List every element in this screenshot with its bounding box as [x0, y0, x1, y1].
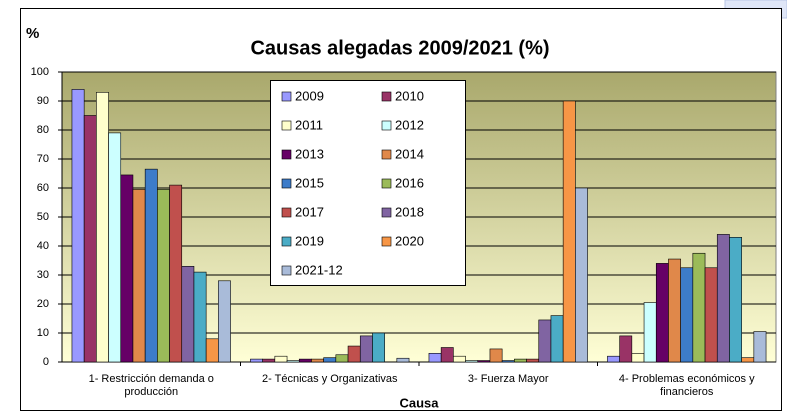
- y-tick-label: 60: [37, 182, 49, 194]
- bar: [311, 358, 324, 363]
- bar: [440, 347, 454, 363]
- legend-swatch: [281, 207, 292, 218]
- legend-box: [270, 80, 466, 286]
- bar: [120, 174, 134, 363]
- x-axis-label: Causa: [399, 395, 439, 410]
- y-tick-label: 20: [37, 298, 49, 310]
- bar: [262, 358, 276, 363]
- bar: [359, 335, 373, 363]
- bar: [741, 357, 755, 363]
- bar: [250, 358, 263, 363]
- bar: [274, 355, 288, 363]
- y-tick-label: 30: [37, 269, 49, 281]
- bar: [193, 271, 207, 363]
- legend-swatch: [381, 120, 392, 131]
- bar: [428, 352, 442, 363]
- bar: [575, 187, 588, 363]
- legend-label: 2011: [295, 117, 323, 132]
- legend-label: 2021-12: [295, 262, 343, 277]
- legend-label: 2018: [395, 204, 424, 219]
- legend-swatch: [381, 91, 392, 102]
- y-tick-label: 50: [37, 211, 49, 223]
- bar: [550, 315, 564, 363]
- bar: [643, 302, 657, 363]
- bar: [489, 348, 503, 363]
- bar: [501, 360, 515, 363]
- bar: [465, 360, 479, 363]
- legend-label: 2009: [295, 88, 324, 103]
- bar: [298, 358, 312, 363]
- legend-label: 2013: [295, 146, 324, 161]
- bar: [144, 168, 158, 363]
- bar: [704, 267, 718, 363]
- legend-swatch: [381, 207, 392, 218]
- bar: [372, 332, 385, 363]
- bar: [83, 115, 97, 363]
- bar: [453, 355, 466, 363]
- legend-label: 2012: [395, 117, 424, 132]
- legend-label: 2010: [395, 88, 424, 103]
- bar: [96, 92, 109, 363]
- bar: [335, 354, 349, 363]
- bar: [716, 234, 730, 363]
- x-tick-label: 1- Restricción demanda o producción: [88, 373, 214, 398]
- legend-label: 2020: [395, 233, 424, 248]
- x-tick-label: 4- Problemas económicos y financieros: [618, 373, 755, 398]
- bar: [477, 360, 491, 363]
- bar: [619, 335, 633, 363]
- bar: [323, 357, 337, 363]
- legend-swatch: [281, 120, 292, 131]
- bar: [668, 258, 681, 363]
- legend-label: 2019: [295, 233, 324, 248]
- legend-label: 2017: [295, 204, 324, 219]
- x-tick-label: 3- Fuerza Mayor: [467, 373, 549, 385]
- bar: [157, 189, 170, 363]
- y-tick-label: 90: [37, 95, 49, 107]
- bar: [71, 89, 85, 363]
- legend-swatch: [281, 178, 292, 189]
- chart-title: Causas alegadas 2009/2021 (%): [250, 37, 549, 59]
- legend-swatch: [381, 178, 392, 189]
- bar: [181, 265, 195, 363]
- legend-swatch: [281, 149, 292, 160]
- y-axis-label: %: [26, 25, 39, 42]
- legend-label: 2014: [395, 146, 424, 161]
- bar: [514, 358, 527, 363]
- bar: [286, 360, 300, 363]
- legend-swatch: [381, 236, 392, 247]
- bar: [526, 358, 540, 363]
- bar: [132, 189, 146, 363]
- bar: [607, 355, 620, 363]
- y-tick-label: 70: [37, 153, 49, 165]
- bar: [729, 237, 742, 363]
- x-tick-label: 2- Técnicas y Organizativas: [261, 373, 398, 385]
- bar: [218, 280, 231, 363]
- bar: [692, 252, 706, 363]
- legend-swatch: [281, 265, 292, 276]
- y-tick-label: 0: [43, 356, 49, 368]
- bar: [631, 352, 645, 363]
- bar: [680, 267, 694, 363]
- y-tick-label: 100: [31, 66, 49, 78]
- bar: [753, 331, 767, 363]
- legend-swatch: [281, 236, 292, 247]
- y-tick-label: 40: [37, 240, 49, 252]
- bar: [169, 184, 183, 363]
- bar: [538, 319, 552, 363]
- legend-swatch: [381, 149, 392, 160]
- y-tick-label: 10: [37, 327, 49, 339]
- bar: [655, 263, 669, 363]
- bar: [396, 357, 410, 363]
- legend-label: 2016: [395, 175, 424, 190]
- legend-label: 2015: [295, 175, 324, 190]
- bar: [562, 100, 576, 363]
- bar: [347, 345, 361, 363]
- bar: [205, 338, 219, 363]
- bar: [108, 132, 122, 363]
- legend-swatch: [281, 91, 292, 102]
- y-tick-label: 80: [37, 124, 49, 136]
